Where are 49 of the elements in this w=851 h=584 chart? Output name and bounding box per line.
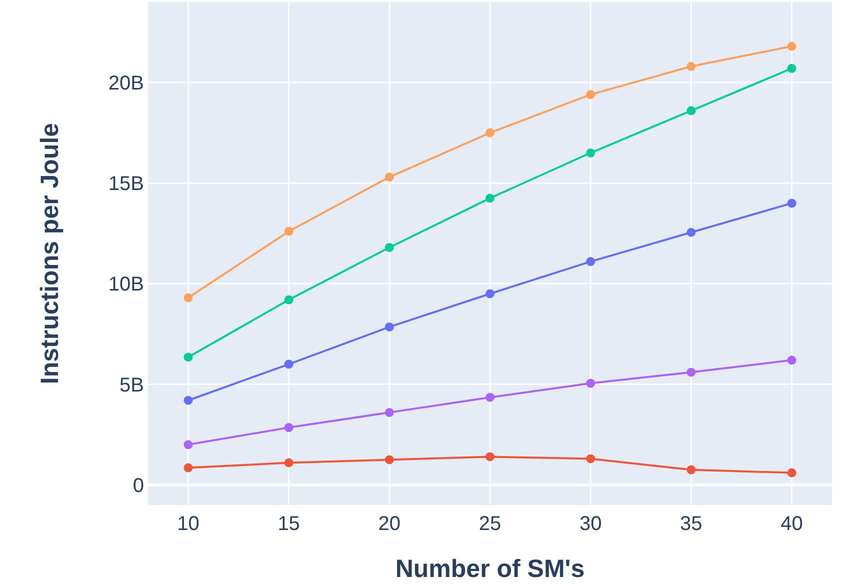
point [384,242,394,252]
point [686,465,696,474]
point [486,289,494,298]
y-tick-label: 5B [120,374,144,396]
x-tick-label: 40 [780,513,803,535]
point [787,468,796,478]
point [384,455,394,464]
x-tick-label: 10 [177,513,200,535]
x-tick-label: 20 [378,513,401,535]
point [284,360,294,369]
point [586,90,596,100]
y-tick-label: 15B [108,173,144,196]
point [686,62,696,71]
point [284,226,294,236]
y-axis-title: Instructions per Joule [36,122,64,384]
point [586,148,596,158]
x-tick-label: 35 [680,513,702,535]
y-tick-label: 20B [108,72,144,94]
point [586,454,596,464]
point [787,64,796,73]
point [486,392,494,402]
point [486,452,494,462]
y-tick-label: 10B [108,274,144,296]
point [284,295,294,304]
point [686,228,696,237]
point [384,172,394,182]
x-axis-title: Number of SM's [395,555,585,583]
point [686,106,696,116]
point [184,293,193,302]
point [284,458,294,468]
point [686,368,696,377]
point [787,42,796,51]
point [184,352,193,362]
point [184,463,193,472]
x-tick-label: 25 [478,513,502,535]
point [184,440,193,450]
point [586,257,596,266]
point [384,408,394,417]
y-tick-label: 0 [132,474,144,497]
point [787,356,796,365]
point [486,128,494,138]
point [586,378,596,388]
point [787,198,796,208]
point [284,423,294,432]
x-tick-label: 30 [579,513,602,535]
point [384,322,394,332]
point [184,396,193,405]
point [486,194,494,203]
x-tick-label: 15 [278,513,300,535]
